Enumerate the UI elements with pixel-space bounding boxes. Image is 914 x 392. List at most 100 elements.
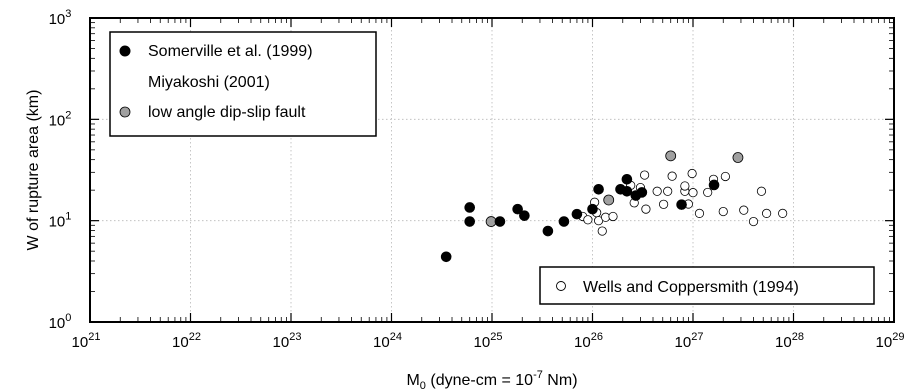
x-tick-label: 1029 — [876, 331, 905, 351]
data-point-filled — [621, 185, 633, 197]
y-tick-label-exp: 2 — [65, 109, 71, 121]
x-tick-label-base: 10 — [574, 334, 591, 351]
tick-labels: 1021 1022 1023 1024 1025 1026 1027 1028 10291001… — [49, 8, 905, 351]
data-point-filled — [440, 251, 452, 263]
x-tick-label-base: 10 — [775, 334, 792, 351]
x-tick-label-exp: 29 — [892, 331, 904, 343]
x-tick-label-exp: 26 — [591, 331, 603, 343]
x-tick-label: 1027 — [675, 331, 704, 351]
x-tick-label-exp: 24 — [390, 331, 402, 343]
y-tick-label: 102 — [49, 109, 72, 129]
x-tick-label-base: 10 — [373, 334, 390, 351]
y-tick-label-exp: 1 — [65, 211, 71, 223]
x-tick-label-base: 10 — [474, 334, 491, 351]
data-point-filled — [587, 203, 598, 215]
x-tick-label: 1028 — [775, 331, 804, 351]
x-tick-label-base: 10 — [675, 334, 692, 351]
x-tick-label: 1021 — [72, 331, 101, 351]
data-point-open — [756, 186, 767, 196]
data-point-gray — [665, 150, 677, 162]
data-point-open — [608, 211, 618, 222]
data-point-open — [667, 171, 677, 181]
legend-marker-gray — [119, 106, 131, 118]
legend-marker-open — [556, 281, 566, 291]
legend-top-left-box — [109, 31, 377, 137]
x-axis-title: M0 (dyne-cm = 10-7 Nm) — [406, 369, 577, 392]
x-tick-label-exp: 22 — [189, 331, 201, 343]
x-tick-label-exp: 23 — [289, 331, 301, 343]
x-tick-label-exp: 21 — [88, 331, 100, 343]
data-point-open — [694, 208, 705, 218]
x-tick-label: 1026 — [574, 331, 603, 351]
legend-label-miyakoshi: Miyakoshi (2001) — [148, 74, 270, 91]
data-point-filled — [494, 216, 506, 227]
legend-bottom-right: Wells and Coppersmith (1994) — [539, 266, 875, 305]
data-point-gray — [732, 152, 744, 163]
legend-label-wells: Wells and Coppersmith (1994) — [583, 279, 799, 296]
legend-label-somerville: Somerville et al. (1999) — [148, 43, 313, 60]
x-tick-label: 1023 — [273, 331, 302, 351]
x-tick-label-base: 10 — [172, 334, 189, 351]
data-point-filled — [512, 203, 523, 215]
y-tick-label-base: 10 — [49, 214, 66, 231]
y-tick-label: 103 — [49, 8, 72, 28]
y-tick-label-base: 10 — [49, 11, 66, 28]
data-point-filled — [593, 183, 604, 195]
data-point-open — [663, 186, 673, 196]
data-point-open — [688, 188, 698, 198]
legend-top-left: Somerville et al. (1999) Miyakoshi (2001… — [109, 31, 377, 137]
legend-bottom-right-box — [539, 266, 875, 305]
x-tick-label-exp: 27 — [691, 331, 703, 343]
data-point-gray — [603, 194, 615, 206]
data-point-open — [652, 186, 662, 196]
x-tick-label-base: 10 — [876, 334, 893, 351]
data-point-filled — [708, 179, 720, 191]
data-point-filled — [558, 216, 570, 227]
data-point-open — [718, 206, 728, 217]
data-point-filled — [464, 216, 476, 227]
legend-label-low-angle: low angle dip-slip fault — [148, 104, 306, 121]
data-point-filled — [542, 225, 554, 237]
x-axis-title-sub: 0 — [420, 380, 426, 392]
y-axis-title: W of rupture area (km) — [25, 90, 42, 251]
y-tick-label-exp: 0 — [65, 312, 71, 324]
data-point-filled — [464, 202, 476, 213]
data-point-filled — [519, 210, 530, 221]
y-tick-label-base: 10 — [49, 315, 66, 332]
data-point-open — [748, 216, 759, 227]
y-tick-label-base: 10 — [49, 112, 66, 129]
data-point-open — [641, 204, 651, 214]
data-point-filled — [621, 173, 633, 185]
data-point-open — [762, 208, 772, 218]
x-tick-label: 1024 — [373, 331, 402, 351]
data-point-open — [659, 199, 669, 209]
x-tick-label-base: 10 — [273, 334, 290, 351]
data-point-open — [739, 205, 749, 215]
data-point-open — [703, 187, 713, 198]
axis-ticks — [89, 17, 895, 323]
x-tick-label-exp: 25 — [490, 331, 502, 343]
data-point-open — [720, 171, 730, 182]
data-points — [440, 150, 788, 263]
x-tick-label-base: 10 — [72, 334, 89, 351]
data-point-open — [640, 170, 650, 180]
data-point-open — [687, 168, 697, 179]
y-tick-label: 100 — [49, 312, 72, 332]
data-point-filled — [571, 208, 583, 220]
legend-marker-filled — [119, 45, 131, 57]
data-point-filled — [636, 187, 648, 198]
x-axis-title-exp: -7 — [533, 369, 543, 381]
data-point-open — [583, 215, 593, 225]
x-axis-title-end: Nm) — [543, 372, 578, 389]
data-point-gray — [485, 216, 497, 227]
x-tick-label-exp: 28 — [792, 331, 804, 343]
data-point-filled — [676, 199, 687, 210]
data-point-open — [597, 226, 607, 236]
x-tick-label: 1022 — [172, 331, 201, 351]
x-tick-label: 1025 — [474, 331, 503, 351]
y-tick-label-exp: 3 — [65, 8, 71, 20]
x-axis-title-rest: (dyne-cm = 10 — [426, 372, 533, 389]
data-point-open — [778, 208, 788, 218]
data-point-open — [680, 181, 690, 191]
